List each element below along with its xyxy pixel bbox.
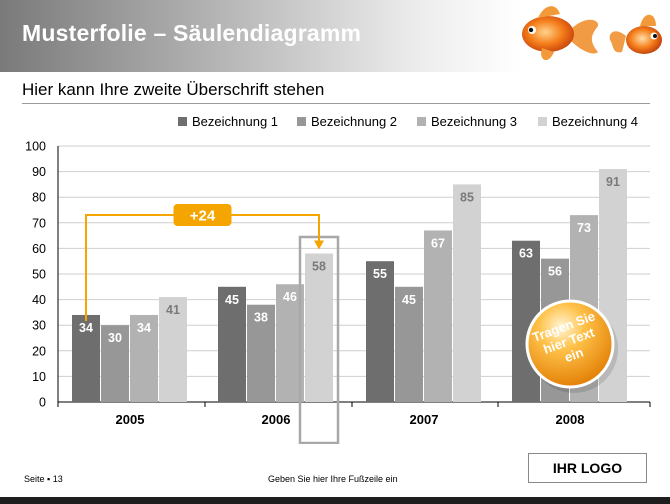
subtitle: Hier kann Ihre zweite Überschrift stehen (22, 80, 325, 99)
x-category-label: 2005 (116, 412, 145, 427)
bar-value-label: 46 (283, 290, 297, 304)
bar (395, 286, 423, 402)
callout-text-line: ein (563, 345, 586, 366)
legend-swatch (417, 117, 426, 126)
bar-value-label: 38 (254, 311, 268, 325)
footer-page-number: Seite ▪ 13 (24, 474, 63, 484)
bar-value-label: 45 (402, 293, 416, 307)
bar (453, 184, 481, 402)
y-tick-label: 30 (32, 319, 46, 333)
x-category-label: 2007 (410, 412, 439, 427)
legend-label: Bezeichnung 1 (192, 114, 278, 129)
bar (72, 314, 100, 402)
callout-circle (525, 299, 615, 389)
divider (22, 103, 650, 104)
y-tick-label: 90 (32, 165, 46, 179)
bar-value-label: 34 (79, 321, 93, 335)
annotation-arrowhead (314, 240, 324, 250)
bar-value-label: 73 (577, 221, 591, 235)
bar-value-label: 85 (460, 190, 474, 204)
bottom-bar (0, 497, 670, 504)
x-category-label: 2006 (262, 412, 291, 427)
y-tick-label: 60 (32, 242, 46, 256)
bar (366, 261, 394, 402)
annotation-badge (173, 204, 232, 226)
bar-value-label: 91 (606, 175, 620, 189)
legend-swatch (297, 117, 306, 126)
bar-value-label: 58 (312, 260, 326, 274)
logo-placeholder: IHR LOGO (528, 453, 647, 483)
bar-value-label: 34 (137, 321, 151, 335)
bar-value-label: 45 (225, 293, 239, 307)
bar-value-label: 63 (519, 247, 533, 261)
bar (247, 304, 275, 402)
bar (305, 253, 333, 402)
y-tick-label: 40 (32, 293, 46, 307)
bar-value-label: 56 (548, 265, 562, 279)
bar-value-label: 41 (166, 303, 180, 317)
y-tick-label: 100 (25, 140, 46, 154)
goldfish-image-right (609, 14, 662, 54)
bar-value-label: 67 (431, 236, 445, 250)
bar-value-label: 30 (108, 331, 122, 345)
bar (130, 314, 158, 402)
y-tick-label: 80 (32, 191, 46, 205)
footer-text: Geben Sie hier Ihre Fußzeile ein (268, 474, 398, 484)
y-tick-label: 10 (32, 370, 46, 384)
bar-value-label: 55 (373, 267, 387, 281)
bar (218, 286, 246, 402)
bar (424, 230, 452, 402)
legend-label: Bezeichnung 4 (552, 114, 638, 129)
legend-label: Bezeichnung 3 (431, 114, 517, 129)
y-tick-label: 50 (32, 268, 46, 282)
bar (101, 325, 129, 402)
column-chart: 0 10 20 30 40 50 60 70 80 90 100 34 30 34 41 2005 45 38 46… (25, 114, 651, 444)
y-tick-label: 20 (32, 344, 46, 358)
bar (159, 297, 187, 402)
legend-swatch (178, 117, 187, 126)
y-tick-label: 0 (39, 396, 46, 410)
annotation-label: +24 (190, 208, 216, 225)
legend-label: Bezeichnung 2 (311, 114, 397, 129)
x-category-label: 2008 (556, 412, 585, 427)
goldfish-image-left (522, 6, 599, 61)
page-title: Musterfolie – Säulendiagramm (22, 20, 362, 46)
y-tick-label: 70 (32, 216, 46, 230)
legend-swatch (538, 117, 547, 126)
